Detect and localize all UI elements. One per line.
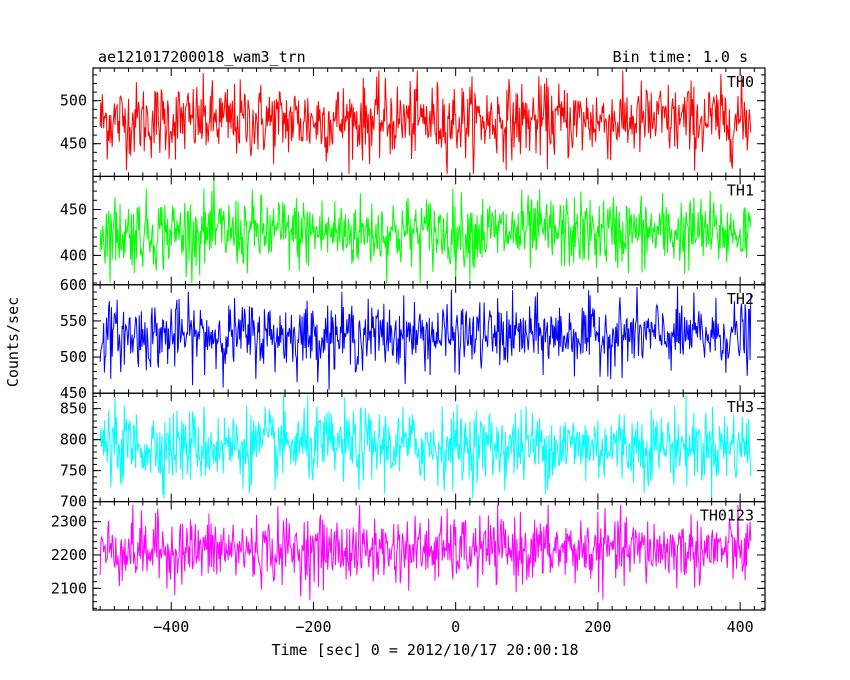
series-TH2-line <box>99 286 752 390</box>
bin-time-label: Bin time: 1.0 s <box>613 48 748 66</box>
x-tick-label-0: 0 <box>451 618 460 636</box>
y-tick-label-TH3-750: 750 <box>60 462 87 480</box>
y-tick-label-TH1-400: 400 <box>60 246 87 264</box>
y-tick-label-TH0123-2100: 2100 <box>51 579 87 597</box>
y-tick-label-TH2-500: 500 <box>60 348 87 366</box>
panel-label-TH3: TH3 <box>727 398 754 416</box>
x-axis-label: Time [sec] 0 = 2012/10/17 20:00:18 <box>271 641 578 659</box>
y-tick-label-TH2-450: 450 <box>60 384 87 402</box>
y-tick-label-TH2-550: 550 <box>60 312 87 330</box>
x-tick-label--200: −200 <box>295 618 331 636</box>
y-tick-label-TH2-600: 600 <box>60 276 87 294</box>
panel-label-TH1: TH1 <box>727 181 754 199</box>
x-tick-label--400: −400 <box>153 618 189 636</box>
chart-title: ae121017200018_wam3_trn <box>98 48 306 66</box>
y-tick-label-TH0-450: 450 <box>60 135 87 153</box>
y-tick-label-TH0-500: 500 <box>60 92 87 110</box>
y-tick-label-TH3-800: 800 <box>60 431 87 449</box>
panel-label-TH2: TH2 <box>727 290 754 308</box>
y-tick-label-TH3-700: 700 <box>60 493 87 511</box>
y-tick-label-TH3-850: 850 <box>60 400 87 418</box>
panel-label-TH0123: TH0123 <box>700 507 754 525</box>
y-tick-label-TH1-450: 450 <box>60 200 87 218</box>
y-tick-label-TH0123-2200: 2200 <box>51 546 87 564</box>
panel-TH0123-frame <box>92 501 766 611</box>
series-TH0-line <box>99 70 752 174</box>
x-tick-label-200: 200 <box>584 618 611 636</box>
series-TH3-line <box>99 395 752 499</box>
panels-group: TH0 450 500 TH1 400 450 TH2 450 500 550 600 TH3 700 7… <box>51 67 766 636</box>
y-tick-label-TH0123-2300: 2300 <box>51 513 87 531</box>
x-tick-label-400: 400 <box>727 618 754 636</box>
series-TH0123-line <box>99 504 752 601</box>
y-axis-label: Counts/sec <box>4 297 22 387</box>
series-TH1-line <box>99 178 752 283</box>
panel-label-TH0: TH0 <box>727 73 754 91</box>
